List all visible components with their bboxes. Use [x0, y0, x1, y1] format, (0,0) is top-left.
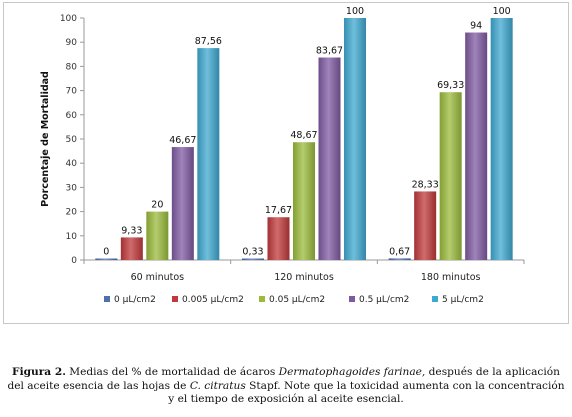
legend-label: 0.005 µL/cm2 [182, 295, 244, 305]
bar [490, 18, 513, 260]
bar [318, 57, 341, 260]
y-tick-label: 20 [66, 208, 78, 218]
legend-swatch [104, 296, 110, 302]
y-tick-label: 40 [66, 159, 78, 169]
bar [465, 32, 488, 260]
data-label: 28,33 [412, 179, 439, 190]
y-tick-label: 80 [66, 62, 78, 72]
data-label: 0,67 [389, 246, 410, 257]
y-tick-label: 0 [71, 256, 77, 266]
data-label: 0 [103, 247, 109, 258]
data-label: 94 [470, 21, 482, 32]
caption-plant: C. citratus [189, 379, 246, 392]
x-tick-label: 60 minutos [131, 272, 185, 283]
x-tick-label: 180 minutos [421, 272, 481, 283]
caption-species: Dermatophagoides farinae, [278, 366, 426, 378]
bar [439, 92, 462, 260]
bar [293, 142, 315, 260]
y-tick-label: 70 [66, 87, 78, 97]
y-tick-label: 60 [66, 111, 78, 121]
y-tick-label: 30 [66, 183, 78, 193]
y-axis-label: Porcentaje de Mortalidad [40, 71, 51, 207]
x-tick-label: 120 minutos [274, 272, 334, 283]
y-tick-label: 90 [66, 38, 78, 48]
data-label: 17,67 [265, 205, 292, 216]
legend-swatch [259, 296, 265, 302]
data-label: 100 [346, 6, 364, 17]
bar [171, 147, 194, 260]
bar [414, 191, 437, 260]
y-tick-label: 50 [66, 135, 78, 145]
legend-label: 0.05 µL/cm2 [269, 295, 325, 305]
data-label: 87,56 [195, 36, 222, 47]
bar-chart: 0 10 20 30 40 50 60 70 80 90 100 Porcentaje de Mort… [40, 6, 525, 305]
legend-swatch [172, 296, 178, 302]
figure-caption: Figura 2. Medias del % de mortalidad de … [4, 366, 568, 407]
legend-label: 0.5 µL/cm2 [359, 295, 409, 305]
bar [146, 211, 169, 260]
bar [344, 18, 366, 260]
bar [120, 237, 143, 260]
bar [95, 258, 118, 260]
data-label: 0,33 [242, 247, 263, 258]
chart-frame: 0 10 20 30 40 50 60 70 80 90 100 Porcentaje de Mort… [3, 2, 569, 324]
caption-label: Figura 2. [12, 366, 66, 378]
data-label: 83,67 [316, 46, 343, 57]
bar [197, 48, 220, 261]
bar [242, 258, 264, 260]
legend-swatch [349, 296, 355, 302]
legend-label: 5 µL/cm2 [442, 295, 484, 305]
data-label: 20 [151, 200, 163, 211]
data-label: 48,67 [290, 130, 317, 141]
bar [388, 258, 411, 260]
data-label: 9,33 [121, 225, 142, 236]
caption-part2: después de la aplicación del aceite esen… [7, 366, 560, 392]
legend-swatch [432, 296, 438, 302]
data-label: 69,33 [437, 80, 464, 91]
y-tick-label: 10 [66, 232, 78, 242]
caption-part1: Medias del % de mortalidad de ácaros [65, 366, 279, 378]
y-tick-label: 100 [60, 14, 77, 24]
caption-part3: Stapf. Note que la toxicidad aumenta con… [168, 379, 565, 406]
bar [267, 217, 290, 260]
legend-label: 0 µL/cm2 [114, 295, 156, 305]
data-label: 100 [493, 6, 511, 17]
data-label: 46,67 [169, 135, 196, 146]
